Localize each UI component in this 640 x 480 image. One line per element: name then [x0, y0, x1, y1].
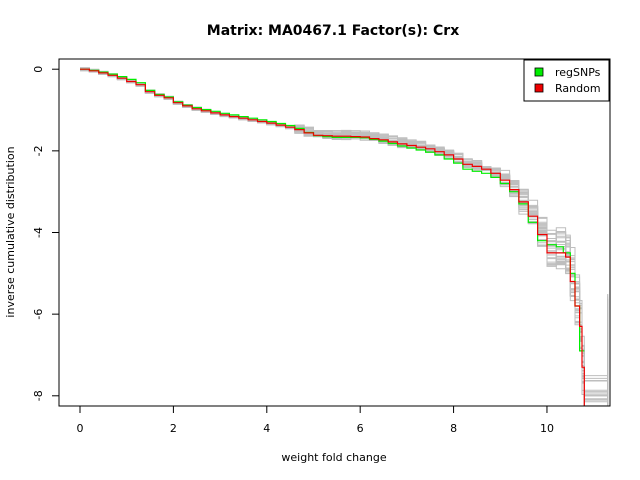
series-line-regsnps: [80, 68, 585, 352]
legend-swatch-regsnps: [534, 67, 544, 77]
x-tick-label: 4: [263, 422, 270, 435]
series-line-random: [80, 68, 585, 406]
plot-content: [80, 67, 609, 407]
x-tick-label: 8: [450, 422, 457, 435]
x-tick-label: 6: [357, 422, 364, 435]
chart-title: Matrix: MA0467.1 Factor(s): Crx: [207, 23, 459, 39]
x-tick-label: 10: [540, 422, 554, 435]
legend-swatch-random: [534, 83, 544, 93]
y-axis: 0 -2 -4 -6 -8: [32, 66, 60, 401]
legend-box: [523, 59, 610, 102]
legend-label-random: Random: [555, 82, 601, 95]
y-tick-label: -4: [32, 227, 45, 238]
y-axis-label: inverse cumulative distribution: [4, 146, 17, 317]
x-tick-label: 2: [170, 422, 177, 435]
y-tick-label: -2: [32, 145, 45, 156]
y-tick-label: -6: [32, 309, 45, 320]
x-axis: 0 2 4 6 8 10: [77, 405, 554, 435]
x-tick-label: 0: [77, 422, 84, 435]
legend: regSNPs Random: [523, 59, 610, 102]
legend-label-regsnps: regSNPs: [555, 66, 601, 79]
y-tick-label: 0: [32, 66, 45, 73]
y-tick-label: -8: [32, 390, 45, 401]
x-axis-label: weight fold change: [281, 451, 386, 464]
series-lines: [80, 68, 585, 406]
